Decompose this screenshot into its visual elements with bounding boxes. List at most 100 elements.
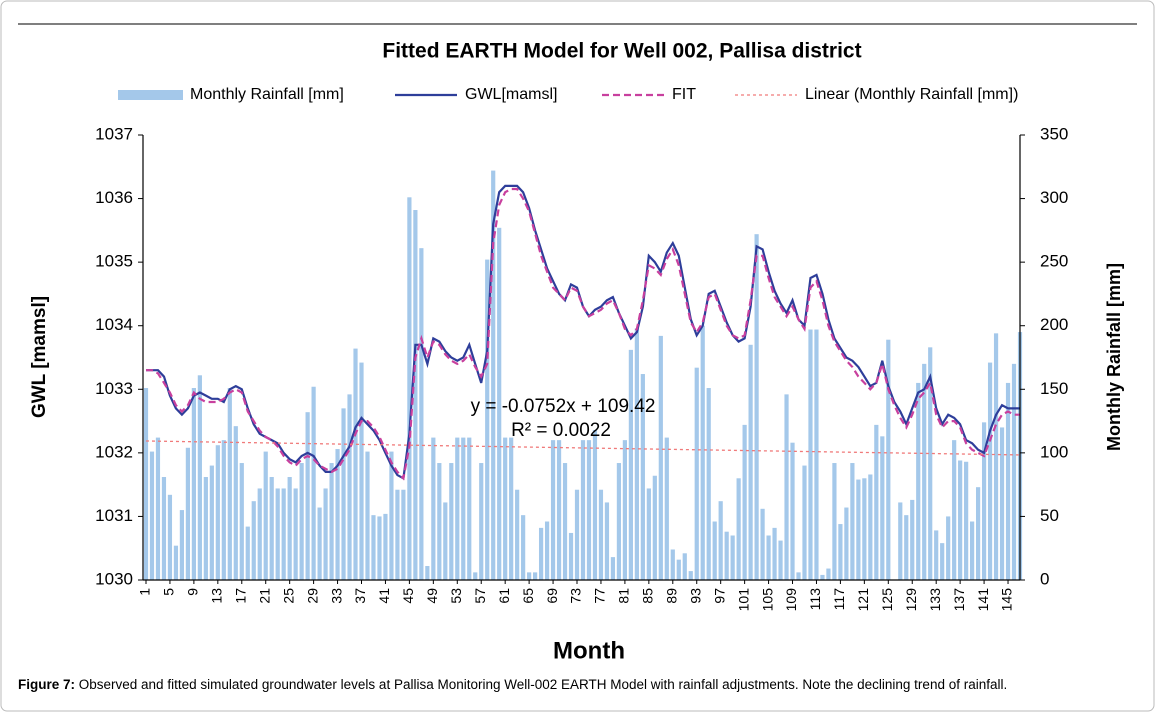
rain-bar — [491, 170, 496, 580]
y2-tick-label: 200 — [1040, 315, 1068, 334]
caption-label: Figure 7: — [18, 677, 75, 692]
rain-bar — [778, 540, 783, 580]
rain-bar — [844, 507, 849, 580]
rain-bar — [251, 501, 256, 580]
x-tick-label: 117 — [831, 588, 847, 611]
rain-bar — [952, 440, 957, 580]
rain-bar — [898, 502, 903, 580]
rain-bar — [455, 437, 460, 580]
x-tick-label: 9 — [185, 588, 201, 596]
rain-bar — [227, 388, 232, 580]
rain-bar — [688, 571, 693, 580]
rain-bar — [1005, 382, 1011, 580]
rain-bar — [263, 451, 268, 580]
rain-bar — [257, 488, 262, 580]
rain-bar — [999, 427, 1005, 580]
rain-bar — [371, 515, 376, 580]
rain-bar — [149, 451, 155, 580]
x-tick-label: 81 — [616, 588, 632, 604]
rain-bar — [329, 463, 334, 580]
rain-bar — [706, 388, 711, 580]
chart-title: Fitted EARTH Model for Well 002, Pallisa… — [382, 40, 861, 63]
x-tick-label: 137 — [951, 588, 967, 612]
rain-bar — [533, 572, 538, 580]
rain-bar — [550, 440, 556, 580]
rain-bar — [383, 513, 388, 580]
rain-bar — [796, 572, 801, 580]
x-tick-label: 41 — [376, 588, 392, 604]
y-tick-label: 1032 — [95, 442, 133, 461]
x-tick-label: 121 — [855, 588, 871, 612]
rain-bar — [305, 412, 310, 580]
rain-bar — [646, 488, 651, 580]
y-tick-label: 1031 — [95, 506, 133, 525]
rain-bar — [179, 510, 185, 580]
rain-bar — [910, 499, 915, 580]
rain-bar — [838, 524, 843, 580]
rain-bar — [413, 210, 418, 580]
rain-bar — [670, 549, 675, 580]
rain-bar — [239, 463, 244, 580]
rain-bar — [832, 463, 837, 580]
rain-bar — [515, 489, 520, 580]
rain-bar — [341, 408, 346, 580]
y-tick-label: 1030 — [95, 569, 133, 588]
x-tick-label: 49 — [424, 588, 440, 604]
rain-bar — [143, 388, 149, 580]
rain-bar — [185, 447, 190, 580]
caption-text: Observed and fitted simulated groundwate… — [75, 677, 1007, 692]
rain-bar — [209, 465, 214, 580]
series-line — [146, 187, 1020, 481]
rain-bar — [437, 463, 442, 580]
trend-annotation: y = -0.0752x + 109.42 — [471, 396, 656, 417]
rain-bar — [640, 374, 645, 580]
x-tick-label: 77 — [592, 588, 608, 604]
x-tick-label: 125 — [879, 588, 895, 612]
x-tick-label: 141 — [975, 588, 991, 612]
rain-bar — [736, 478, 741, 580]
rain-bar — [820, 574, 825, 580]
trend-line — [145, 440, 1021, 456]
rain-bar — [886, 339, 891, 580]
y-tick-label: 1034 — [95, 315, 133, 334]
legend-label: Monthly Rainfall [mm] — [190, 86, 344, 103]
y-tick-label: 1035 — [95, 252, 133, 271]
x-tick-label: 45 — [400, 588, 416, 604]
legend-label: Linear (Monthly Rainfall [mm]) — [805, 86, 1018, 103]
x-tick-label: 93 — [687, 588, 703, 604]
rain-bar — [293, 488, 298, 580]
rain-bar — [784, 394, 789, 580]
rain-bar — [987, 362, 993, 580]
rain-bar — [610, 557, 616, 580]
rain-bar — [946, 516, 951, 580]
rain-bar — [868, 474, 873, 580]
rain-bar — [664, 437, 669, 580]
rain-bar — [425, 566, 430, 580]
rain-bar — [634, 328, 639, 580]
y-tick-label: 1036 — [95, 188, 133, 207]
x-tick-label: 61 — [496, 588, 512, 604]
rain-bar — [281, 488, 286, 580]
rain-bar — [975, 487, 981, 580]
x-tick-label: 109 — [783, 588, 799, 612]
trend-annotation: R² = 0.0022 — [511, 420, 611, 441]
rain-bar — [473, 572, 478, 580]
rain-bar — [1011, 363, 1017, 580]
x-tick-label: 73 — [568, 588, 584, 604]
x-tick-label: 69 — [544, 588, 560, 604]
rain-bar — [904, 515, 909, 580]
rain-bar — [760, 508, 765, 580]
y2-tick-label: 150 — [1040, 379, 1068, 398]
rain-bar — [215, 445, 220, 580]
legend-label: GWL[mamsl] — [465, 86, 557, 103]
rain-bar — [527, 572, 532, 580]
rain-bar — [580, 440, 586, 580]
rain-bar — [802, 465, 807, 580]
rain-bar — [682, 553, 687, 580]
rain-bar — [503, 437, 508, 580]
rain-bar — [401, 489, 406, 580]
x-tick-label: 133 — [927, 588, 943, 612]
rain-bar — [395, 489, 400, 580]
rain-bar — [407, 197, 412, 581]
